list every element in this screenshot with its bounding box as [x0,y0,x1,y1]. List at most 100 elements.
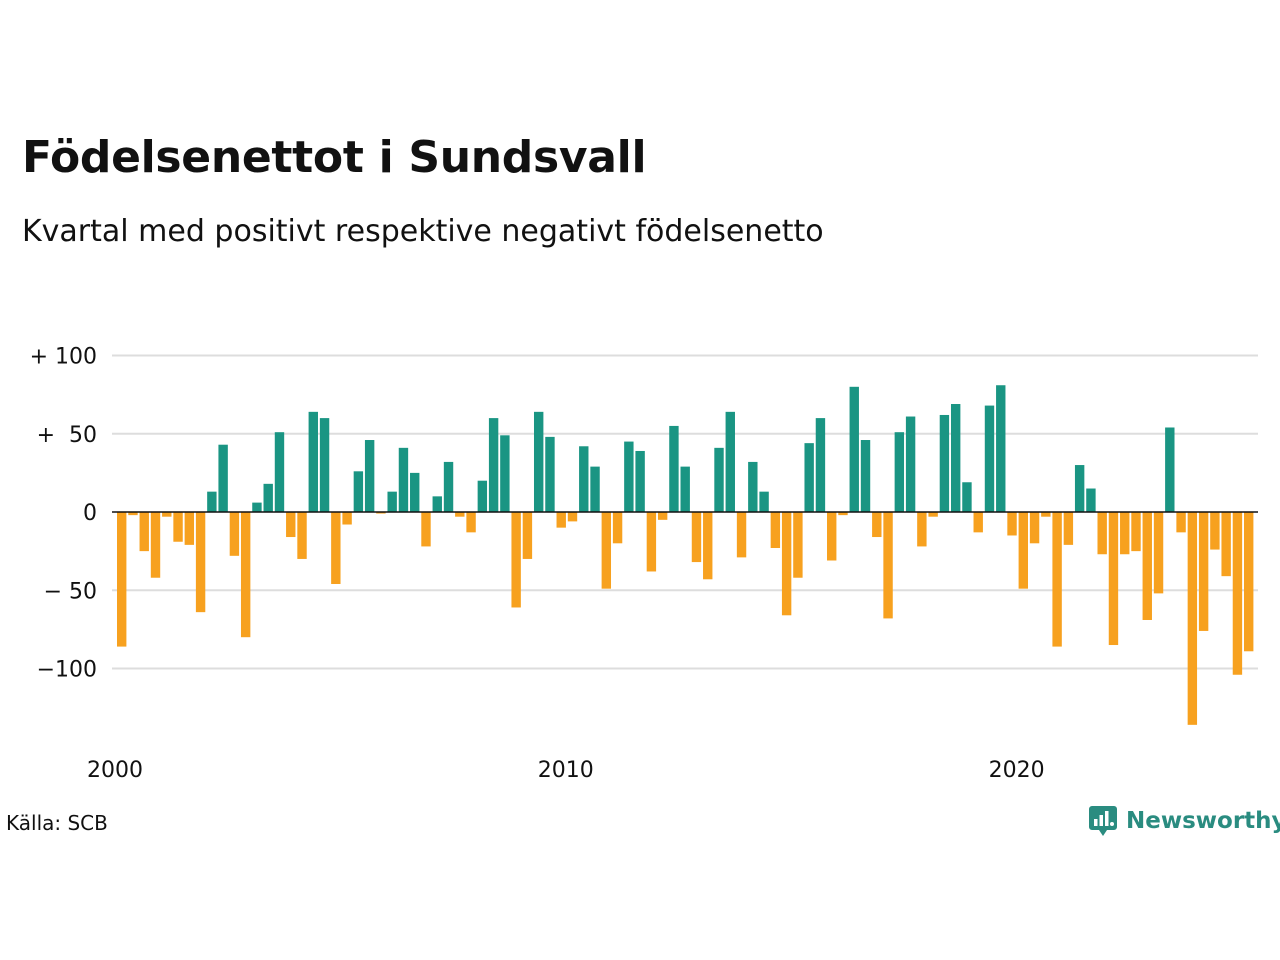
bar [635,450,645,512]
x-tick-label: 2010 [538,758,594,783]
bar [1007,512,1017,536]
bar [736,512,747,558]
bar [421,512,431,547]
bar [1198,512,1209,631]
bar [477,480,488,512]
bar [263,483,273,512]
bar [511,512,521,608]
bar [1244,512,1254,652]
bar [860,440,871,512]
newsworthy-logo-icon [1089,806,1117,836]
bar [759,491,769,512]
bar [804,443,814,512]
bar [725,411,735,512]
bar [162,512,172,517]
bar [781,512,792,616]
chart-subtitle: Kvartal med positivt respektive negativt… [22,214,824,249]
bar [1018,512,1028,589]
bar [1176,512,1186,533]
bar [612,512,623,544]
bar [533,411,544,512]
bar [229,512,240,556]
bar [466,512,476,533]
bar [128,512,138,516]
bar [376,512,386,514]
bar [195,512,206,613]
bar [488,418,499,512]
bar [1153,512,1164,594]
bar [286,512,296,538]
bar [545,436,555,512]
bar [398,447,409,512]
bar [996,385,1006,512]
bar [601,512,612,589]
grid-lines [112,354,1258,670]
bar [928,512,938,517]
bar [342,512,352,525]
bar [1029,512,1040,544]
bar [252,502,262,512]
bar [410,472,420,513]
bar [770,512,781,548]
bar [680,466,690,512]
bar [849,386,859,512]
bar [815,418,826,512]
bar [917,512,927,547]
bar [1041,512,1051,517]
bar [646,512,657,572]
bar [1221,512,1231,577]
bar [556,512,566,528]
bar [500,435,510,512]
bar [1131,512,1141,552]
bar [240,512,251,638]
bar [173,512,183,542]
x-axis-ticks: 2000 2010 2020 [87,758,1045,783]
bar [1052,512,1062,647]
bar [1165,427,1175,512]
y-tick-label: + 50 [37,423,97,448]
bar [827,512,837,561]
bar [579,446,589,512]
bar [1097,512,1107,555]
chart-title: Födelsenettot i Sundsvall [22,132,647,183]
bar [962,482,972,512]
bar [657,512,668,520]
bar [703,512,713,580]
bar [207,491,217,512]
bar [1232,512,1243,675]
bar [139,512,149,552]
bar [1074,465,1085,512]
bar [872,512,882,538]
bar [353,471,364,512]
bar [624,441,634,512]
bar [455,512,465,517]
bar [950,404,961,512]
bar [984,405,995,512]
bar [117,512,127,647]
bar [939,414,950,512]
source-note: Källa: SCB [6,811,108,835]
bar [308,411,318,512]
bar [905,416,916,512]
bar [432,496,442,512]
bar [297,512,307,559]
y-tick-label: − 50 [44,579,97,604]
bar [387,491,397,512]
bar [364,440,375,512]
bar [1108,512,1119,646]
bars [117,385,1254,725]
bar [691,512,702,563]
y-tick-label: −100 [37,658,97,683]
bar [1187,512,1198,725]
bar [1063,512,1074,545]
y-tick-label: 0 [83,501,97,526]
bar [150,512,161,578]
bar [1210,512,1220,550]
bar [218,444,228,512]
brand-name: Newsworthy [1126,808,1280,834]
bar [1086,488,1096,512]
bar [894,432,905,512]
bar [973,512,983,533]
brand-logo: Newsworthy [1088,804,1280,838]
